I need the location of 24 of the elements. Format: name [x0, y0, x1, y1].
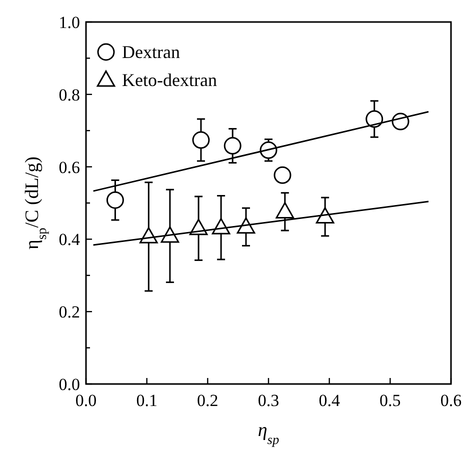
x-tick-label: 0.0 [75, 391, 97, 410]
y-tick-label: 0.6 [58, 158, 80, 177]
x-tick-label: 0.1 [136, 391, 158, 410]
point [224, 137, 242, 155]
y-tick-label: 1.0 [58, 13, 80, 32]
x-tick-label: 0.2 [197, 391, 218, 410]
legend-label: Dextran [122, 42, 180, 62]
y-tick-label: 0.8 [58, 85, 80, 104]
y-tick-label: 0.2 [58, 302, 80, 322]
x-axis-title: η$_{sp}$ [258, 420, 280, 446]
point [274, 166, 292, 184]
point [366, 110, 384, 128]
x-tick-label: 0.4 [318, 391, 340, 410]
y-tick-label: 0.4 [58, 230, 80, 250]
x-tick-label: 0.6 [440, 391, 462, 410]
x-tick-label: 0.5 [380, 391, 401, 410]
legend-label: Keto-dextran [122, 70, 217, 90]
point [236, 217, 256, 234]
point [316, 207, 334, 224]
point [276, 202, 294, 218]
point [192, 131, 210, 149]
y-tick-label: 0.0 [58, 375, 80, 394]
x-tick-label: 0.3 [258, 391, 280, 410]
point [106, 191, 124, 209]
